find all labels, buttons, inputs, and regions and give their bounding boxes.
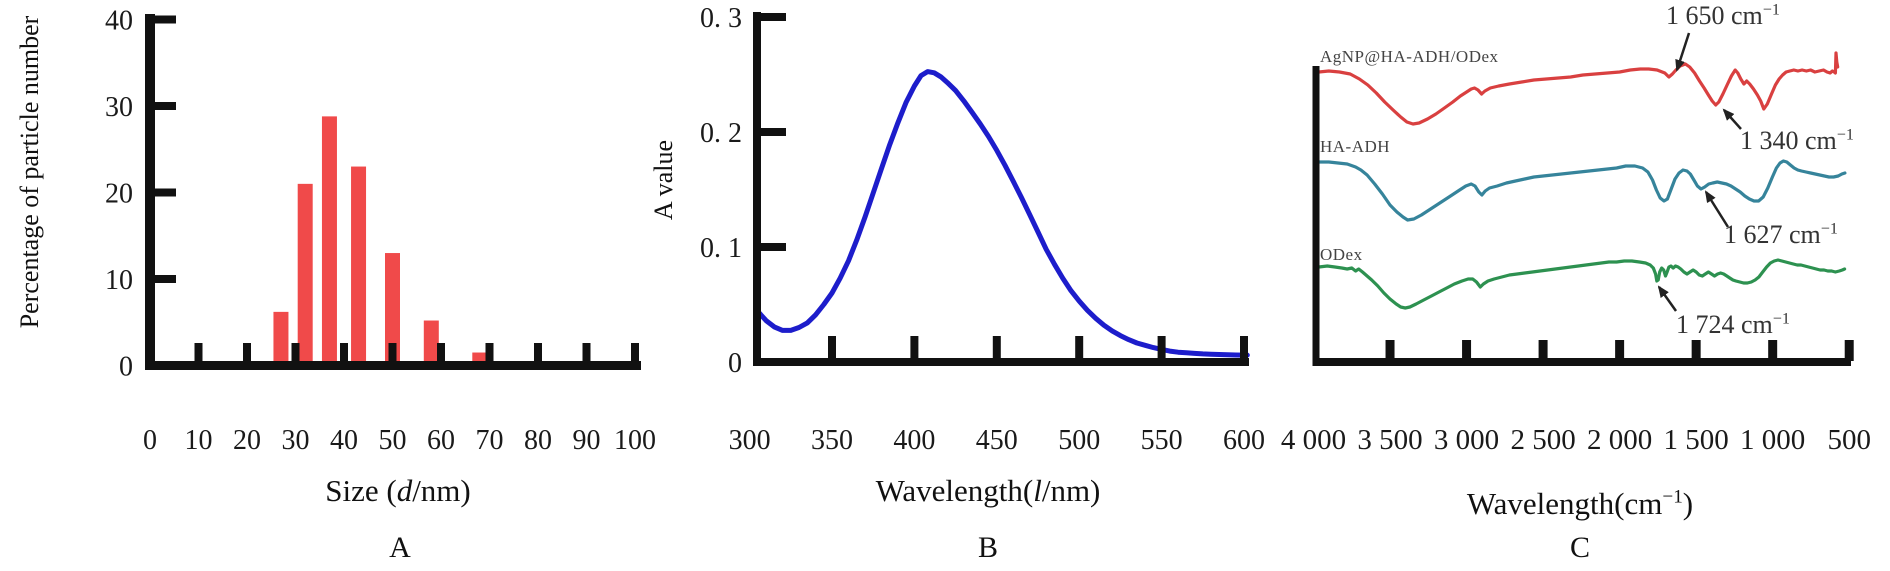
panel-c-x-axis-title-pre: Wavelength(cm (1466, 486, 1663, 521)
panel-a-x-axis-title-post: /nm) (412, 473, 471, 508)
panel-a-y-tick-label: 20 (105, 179, 133, 210)
absorbance-curve (755, 69, 1250, 358)
annotation-1340-sup: −1 (1836, 126, 1854, 144)
bar-size-58 (423, 320, 439, 366)
panel-b-y-tick-label: 0. 2 (700, 118, 742, 149)
panel-a-x-axis-title-pre: Size ( (325, 473, 397, 508)
annotation-arrow-1650 (1675, 32, 1691, 72)
panel-b-x-tick-label: 350 (811, 425, 853, 456)
panel-c-letter: C (1569, 531, 1591, 564)
panel-a-x-tick-label: 40 (330, 425, 358, 456)
panel-a-x-tick-label: 60 (427, 425, 455, 456)
panel-a-x-tick-label: 80 (524, 425, 552, 456)
panel-b-x-axis-title: Wavelength(l/nm) (876, 473, 1101, 509)
panel-a-y-axis-title: Percentage of particle number (15, 15, 44, 329)
bar-size-50 (385, 253, 400, 366)
annotation-1627-text: 1 627 cm (1724, 220, 1821, 249)
panel-b-x-tick-label: 500 (1058, 425, 1100, 456)
panel-c-x-tick-label: 3 500 (1357, 424, 1422, 456)
panel-a-x-axis-title: Size (d/nm) (325, 473, 471, 509)
panel-a-x-tick-label: 70 (476, 425, 504, 456)
panel-c-x-tick-label: 3 000 (1434, 424, 1499, 456)
panel-a-y-tick-label: 0 (119, 352, 133, 383)
annotation-1724-text: 1 724 cm (1676, 310, 1773, 339)
panel-c-x-tick-label: 1 000 (1740, 424, 1805, 456)
panel-c-x-axis-title-sup: −1 (1662, 486, 1683, 508)
annotation-arrow-1340 (1722, 108, 1742, 130)
panel-a-y-tick-label: 30 (105, 92, 133, 123)
panel-a-x-tick-label: 20 (233, 425, 261, 456)
panel-a-x-tick-label: 50 (379, 425, 407, 456)
curve-label-agnp-ha-adh-odex: AgNP@HA-ADH/ODex (1320, 47, 1499, 66)
panel-a-y-tick-label: 10 (105, 265, 133, 296)
annotation-1724: 1 724 cm−1 (1676, 310, 1790, 340)
ftir-curve-ha-adh (1317, 159, 1847, 222)
panel-b-y-tick-label: 0 (728, 348, 742, 379)
bar-size-32 (297, 183, 313, 366)
panel-c-x-axis-title: Wavelength(cm−1) (1467, 486, 1693, 522)
annotation-arrow-1627 (1704, 190, 1730, 228)
panel-b-x-axis-title-pre: Wavelength( (875, 473, 1034, 508)
panel-c-x-tick-label: 4 000 (1281, 424, 1346, 456)
panel-b-x-tick-label: 300 (729, 425, 771, 456)
bar-size-27 (273, 311, 289, 366)
panel-b-x-tick-label: 450 (976, 425, 1018, 456)
panel-b-x-tick-label: 550 (1141, 425, 1183, 456)
panel-a-x-tick-label: 100 (614, 425, 656, 456)
bar-size-37 (321, 116, 337, 366)
panel-a-x-tick-label: 10 (185, 425, 213, 456)
panel-b-x-tick-label: 400 (893, 425, 935, 456)
panel-a-x-tick-label: 30 (282, 425, 310, 456)
annotation-arrow-1724 (1657, 285, 1678, 312)
annotation-1650-text: 1 650 cm (1666, 1, 1763, 30)
panel-b-x-axis-title-post: /nm) (1041, 473, 1101, 508)
panel-c-x-tick-label: 1 500 (1664, 424, 1729, 456)
panel-b-y-tick-label: 0. 3 (700, 3, 742, 34)
panel-a-letter: A (389, 531, 411, 564)
panel-a-x-axis-title-symbol: d (396, 473, 413, 508)
annotation-1650-sup: −1 (1762, 1, 1780, 19)
annotation-1627: 1 627 cm−1 (1724, 220, 1838, 250)
curve-label-ha-adh: HA-ADH (1320, 137, 1391, 156)
panel-a-x-tick-label: 0 (143, 425, 157, 456)
panel-c-x-tick-label: 2 000 (1587, 424, 1652, 456)
panel-b-y-tick-label: 0. 1 (700, 233, 742, 264)
panel-b-letter: B (977, 531, 999, 564)
panel-a-x-tick-label: 90 (573, 425, 601, 456)
panel-a-y-tick-label: 40 (105, 6, 133, 37)
panel-c-x-tick-label: 2 500 (1510, 424, 1575, 456)
annotation-1724-sup: −1 (1772, 310, 1790, 328)
annotation-1650: 1 650 cm−1 (1666, 1, 1780, 31)
panel-c-x-axis-title-post: ) (1682, 486, 1694, 521)
panel-b-y-axis-title: A value (649, 139, 678, 221)
panel-b-x-tick-label: 600 (1223, 425, 1265, 456)
annotation-1627-sup: −1 (1820, 220, 1838, 238)
bar-size-43 (351, 166, 367, 366)
annotation-1340: 1 340 cm−1 (1740, 126, 1854, 156)
panel-c-x-tick-label: 500 (1827, 424, 1871, 456)
panel-b-x-axis-title-symbol: l (1033, 473, 1042, 508)
ftir-curve-odex (1317, 258, 1847, 310)
curve-label-odex: ODex (1320, 245, 1363, 264)
annotation-1340-text: 1 340 cm (1740, 126, 1837, 155)
